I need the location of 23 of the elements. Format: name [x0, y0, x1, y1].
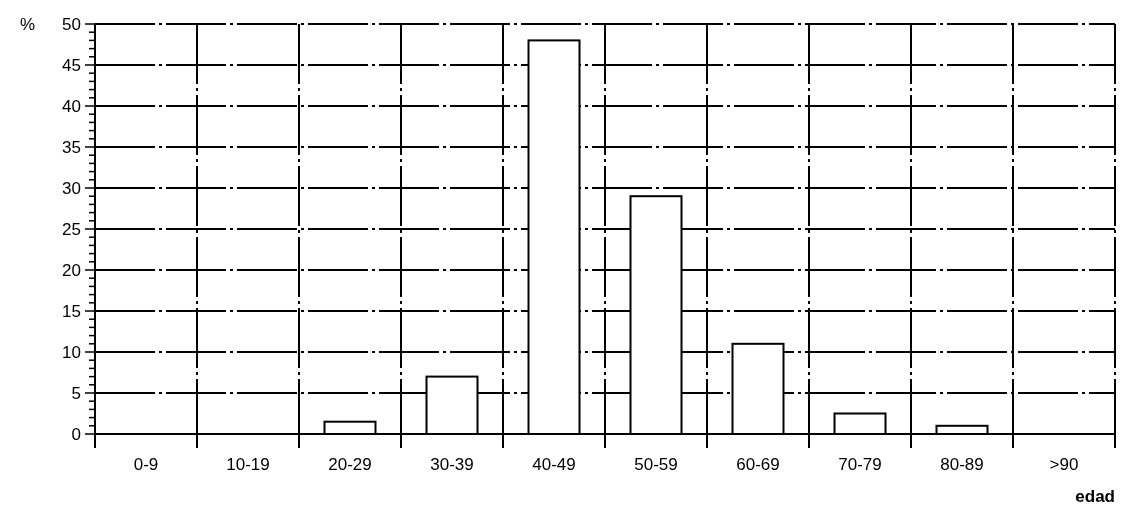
x-axis-title: edad	[1075, 487, 1115, 506]
x-tick-label: >90	[1049, 455, 1079, 474]
y-tick-label: 20	[62, 260, 81, 280]
x-tick-label: 40-49	[532, 455, 576, 474]
y-tick-label: 0	[71, 424, 81, 444]
y-tick-label: 40	[62, 96, 81, 116]
y-tick-label: 25	[62, 219, 81, 239]
y-tick-label: 5	[71, 383, 81, 403]
x-tick-label: 10-19	[226, 455, 270, 474]
y-tick-label: 30	[62, 178, 81, 198]
y-axis-title: %	[20, 14, 36, 34]
y-tick-label: 15	[62, 301, 81, 321]
x-tick-label: 80-89	[940, 455, 984, 474]
x-tick-label: 50-59	[634, 455, 678, 474]
x-tick-label: 60-69	[736, 455, 780, 474]
x-tick-label: 20-29	[328, 455, 372, 474]
x-tick-label: 70-79	[838, 455, 882, 474]
y-tick-label: 10	[62, 342, 81, 362]
x-tick-label: 30-39	[430, 455, 474, 474]
y-tick-label: 50	[62, 14, 81, 34]
y-tick-label: 35	[62, 137, 81, 157]
x-tick-label: 0-9	[133, 455, 159, 474]
y-tick-label: 45	[62, 55, 81, 75]
